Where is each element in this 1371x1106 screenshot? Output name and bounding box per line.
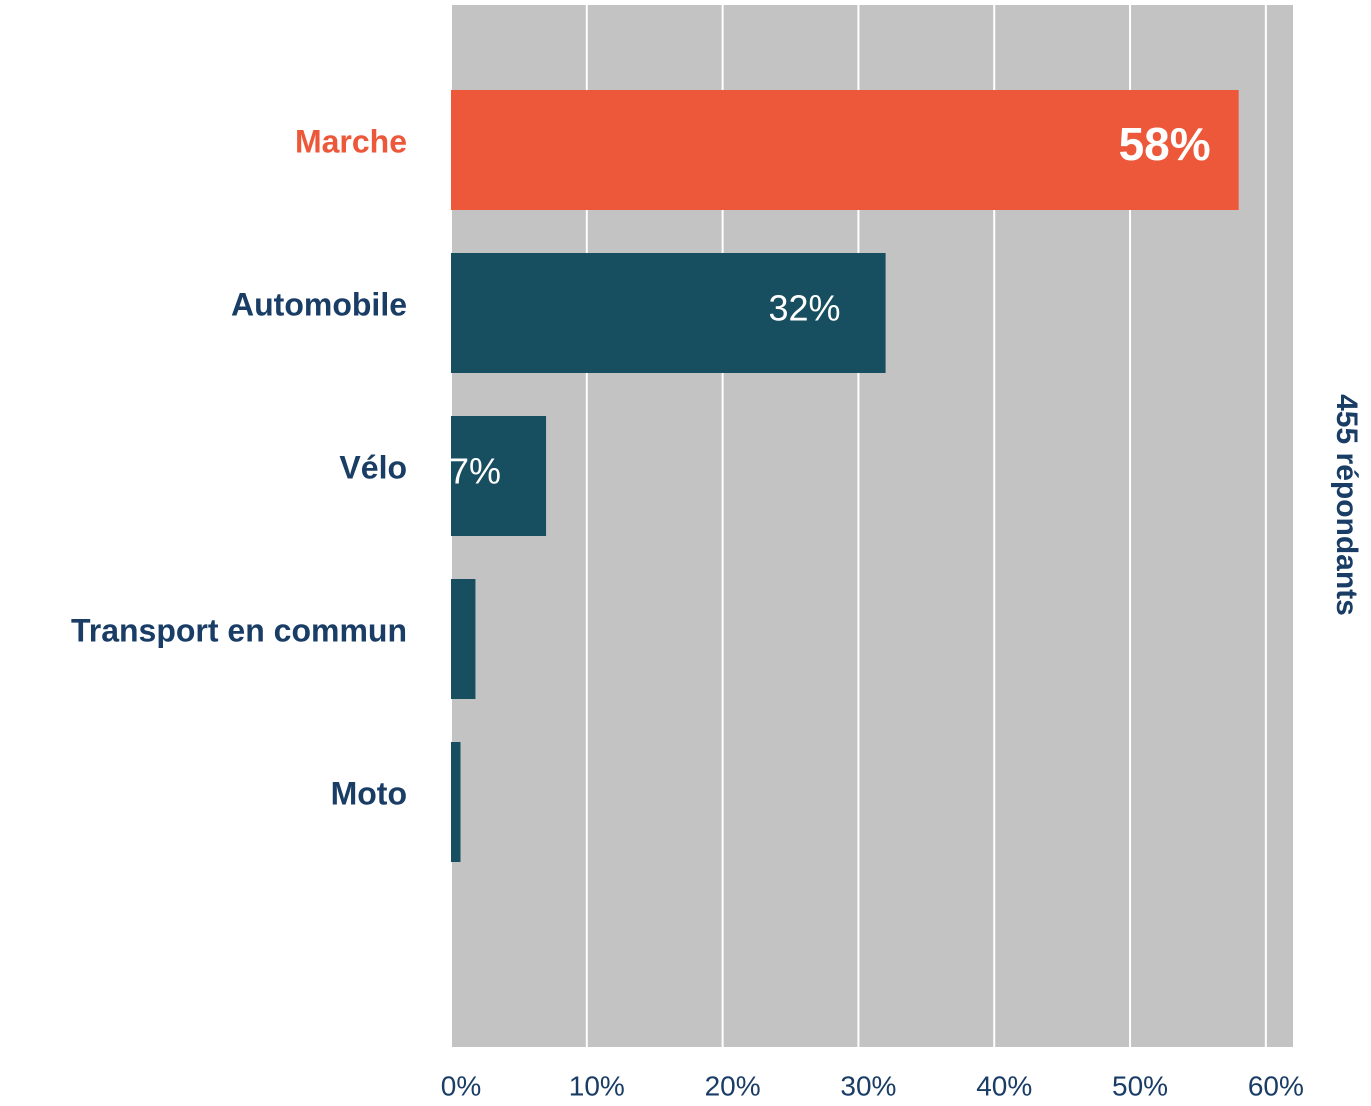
x-tick-label: 20% — [705, 1070, 761, 1101]
x-tick-label: 0% — [441, 1070, 481, 1101]
x-tick-label: 10% — [569, 1070, 625, 1101]
value-label: 32% — [769, 288, 841, 329]
bar — [451, 742, 461, 862]
value-label: 7% — [449, 451, 501, 492]
category-label: Vélo — [339, 449, 407, 485]
x-tick-label: 40% — [976, 1070, 1032, 1101]
category-label: Transport en commun — [71, 612, 407, 648]
side-label: 455 répondants — [1330, 394, 1363, 616]
category-label: Moto — [331, 775, 407, 811]
x-tick-label: 30% — [840, 1070, 896, 1101]
x-tick-label: 60% — [1248, 1070, 1304, 1101]
bar — [451, 90, 1239, 210]
bar — [451, 416, 547, 536]
category-label: Marche — [295, 123, 407, 159]
bar — [451, 253, 886, 373]
value-label: 58% — [1119, 118, 1211, 170]
category-label: Automobile — [231, 286, 407, 322]
x-tick-label: 50% — [1112, 1070, 1168, 1101]
bar — [451, 579, 476, 699]
